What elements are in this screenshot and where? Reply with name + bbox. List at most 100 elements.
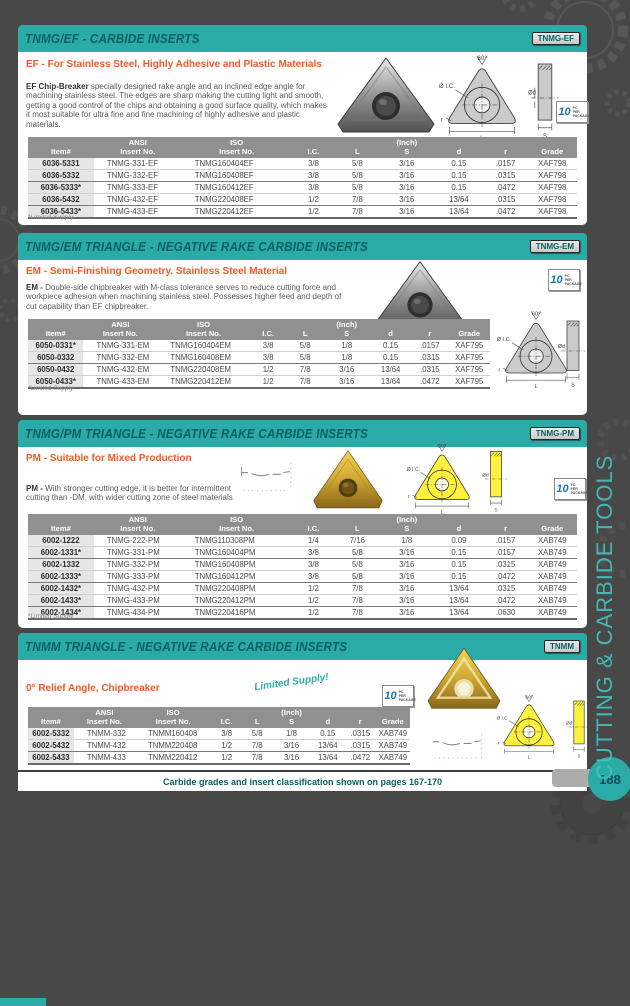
spec-cell: 0.15 (434, 558, 484, 572)
spec-cell: XAB749 (375, 751, 410, 766)
spec-cell: .0315 (483, 582, 528, 596)
spec-cell: 1/2 (291, 594, 336, 608)
section-description: PM - With stronger cutting edge, it is b… (26, 484, 233, 503)
item-number: 6002-5332 (28, 728, 74, 741)
spec-cell: 1/2 (291, 193, 336, 207)
spec-cell: TNMG220408EF (181, 193, 292, 207)
spec-cell: .0157 (483, 546, 528, 560)
spec-cell: 1/2 (291, 582, 336, 596)
spec-cell: 3/16 (379, 594, 435, 608)
spec-cell: 3/8 (291, 169, 336, 183)
col-grade: Grade (448, 319, 490, 341)
col-r: r (483, 137, 528, 159)
svg-text:r: r (441, 117, 443, 124)
section-subtitle: 0° Relief Angle, Chipbreaker (26, 683, 160, 694)
spec-cell: TNMG220412EF (181, 205, 292, 220)
spec-cell: 13/64 (310, 739, 345, 753)
table-row: 6002-1333* TNMG-333-PM TNMG160412PM 3/8 5/8 3… (28, 570, 577, 584)
spec-cell: TNMG-332-EF (93, 169, 182, 183)
page-number-tab (552, 769, 598, 787)
spec-cell: 5/8 (241, 728, 273, 741)
table-row: 6002-5433 TNMM-433 TNMM220412 1/2 7/8 3/16 13/… (28, 751, 410, 766)
spec-cell: 3/8 (291, 158, 336, 171)
col-l: L (335, 137, 380, 159)
svg-text:S: S (494, 507, 497, 512)
spec-cell: 5/8 (335, 158, 380, 171)
item-number: 6036-5433* (28, 205, 94, 220)
spec-cell: 1/8 (323, 340, 370, 353)
spec-cell: 7/8 (286, 363, 324, 377)
item-number: 6036-5332 (28, 169, 94, 183)
spec-cell: .0315 (483, 558, 528, 572)
spec-cell: XAF795 (448, 351, 490, 365)
spec-cell: 3/16 (379, 582, 435, 596)
spec-table-ef: Item# ANSI Insert No. ISO Insert No. I.C. … (28, 137, 577, 220)
spec-cell: 0.15 (369, 340, 412, 353)
svg-text:Ød: Ød (566, 720, 573, 725)
sidebar-section-label: CUTTING & CARBIDE TOOLS (592, 454, 617, 780)
col-item: Item# (28, 514, 94, 536)
section-subtitle: EM - Semi-Finishing Geometry. Stainless … (26, 266, 287, 277)
table-row: 6002-1434* TNMG-434-PM TNMG220416PM 1/2 7/8 3… (28, 606, 577, 621)
spec-cell: 0.09 (434, 535, 484, 548)
spec-cell: TNMG160408PM (181, 558, 292, 572)
spec-cell: TNMG-331-EM (83, 340, 158, 353)
spec-cell: TNMG160404EF (181, 158, 292, 171)
col-item: Item# (28, 137, 94, 159)
svg-text:60°: 60° (526, 694, 533, 699)
spec-cell: TNMG220412EM (157, 375, 250, 390)
spec-cell: TNMG220408PM (181, 582, 292, 596)
item-number: 6036-5432 (28, 193, 94, 207)
col-ansi: ANSI Insert No. (93, 137, 182, 159)
per-package-badge: 10 PC PER PACKAGE (548, 269, 582, 291)
spec-cell: 0.15 (434, 546, 484, 560)
table-row: 6002-1331* TNMG-331-PM TNMG160404PM 3/8 5/8 3… (28, 546, 577, 560)
spec-cell: 13/64 (434, 205, 484, 220)
spec-cell: TNMG-333-EF (93, 181, 182, 195)
insert-side-view-diagram: Ød S (566, 700, 590, 759)
spec-cell: 3/8 (291, 570, 336, 584)
spec-cell: TNMG-433-PM (93, 594, 182, 608)
spec-cell: 7/16 (335, 535, 380, 548)
spec-cell: 5/8 (335, 546, 380, 560)
spec-cell: TNMG-333-PM (93, 570, 182, 584)
spec-cell: 3/16 (323, 363, 370, 377)
spec-table-tnmm: Item# ANSI Insert No. ISO Insert No. I.C. … (28, 707, 410, 766)
section-header-bar: TNMG/EM TRIANGLE - NEGATIVE RAKE CARBIDE… (18, 233, 587, 260)
spec-cell: TNMM-433 (73, 751, 135, 766)
spec-cell: .0315 (345, 739, 376, 753)
limited-supply-note: *Limited Supply (28, 214, 74, 221)
spec-cell: .0472 (483, 594, 528, 608)
insert-dimension-diagram: 60° Ø I.C. r L (497, 694, 555, 759)
spec-cell: TNMG110308PM (181, 535, 292, 548)
spec-cell: 3/16 (379, 606, 435, 621)
col-r: r (483, 514, 528, 536)
spec-cell: TNMG-432-EM (83, 363, 158, 377)
insert-side-view-diagram: Ød S (528, 63, 559, 140)
item-number: 6050-0332 (28, 351, 84, 365)
table-row: 6036-5331 TNMG-331-EF TNMG160404EF 3/8 5/8 3/… (28, 158, 577, 171)
spec-cell: 7/8 (335, 582, 380, 596)
spec-cell: .0630 (483, 606, 528, 621)
item-number: 6002-1434* (28, 606, 94, 621)
section-subtitle: PM - Suitable for Mixed Production (26, 453, 192, 464)
spec-cell: TNMM220412 (134, 751, 212, 766)
spec-cell: .0315 (483, 169, 528, 183)
col-r: r (345, 707, 376, 729)
footer-bar: Carbide grades and insert classification… (18, 770, 587, 791)
item-number: 6002-5433 (28, 751, 74, 766)
table-row: 6002-1332 TNMG-332-PM TNMG160408PM 3/8 5/8 3/… (28, 558, 577, 572)
spec-cell: 5/8 (335, 181, 380, 195)
spec-cell: 0.15 (434, 158, 484, 171)
spec-cell: 5/8 (286, 351, 324, 365)
section-title: TNMG/EF - CARBIDE INSERTS (25, 31, 200, 46)
spec-cell: TNMG220412PM (181, 594, 292, 608)
col-s: (Inch) S (323, 319, 370, 341)
col-ansi: ANSI Insert No. (73, 707, 135, 729)
section-card-tnmg-pm: TNMG/PM TRIANGLE - NEGATIVE RAKE CARBIDE… (18, 420, 588, 628)
insert-side-view-diagram: Ød S (558, 320, 585, 388)
table-row: 6002-1433* TNMG-433-PM TNMG220412PM 1/2 7/8 3… (28, 594, 577, 608)
spec-cell: TNMG160404EM (157, 340, 250, 353)
spec-cell: XAF798 (527, 205, 577, 220)
spec-cell: TNMG-222-PM (93, 535, 182, 548)
